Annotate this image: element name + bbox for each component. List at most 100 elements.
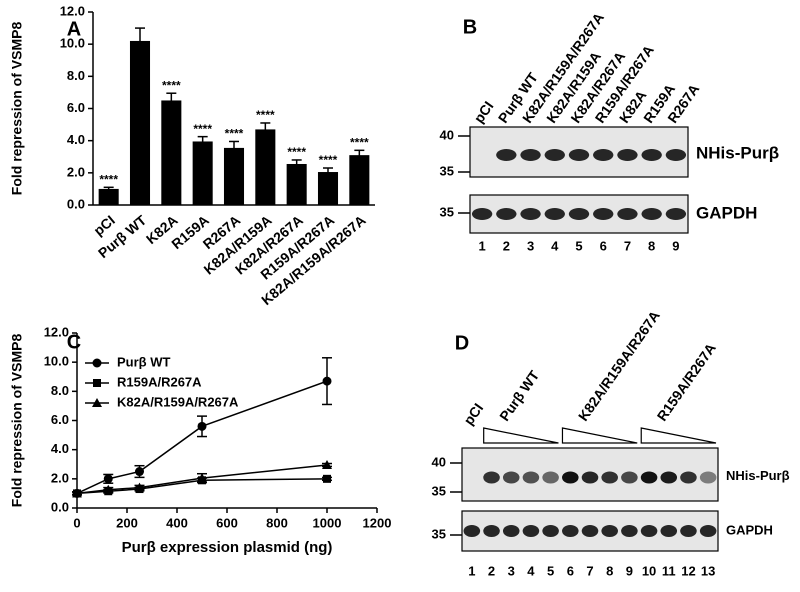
y-tick-label: 12.0 <box>60 3 85 18</box>
marker <box>323 474 331 483</box>
panel-letter: A <box>67 18 81 40</box>
band-label: NHis-Purβ <box>726 468 790 483</box>
y-tick-label: 4.0 <box>51 441 69 456</box>
band <box>593 208 614 220</box>
y-tick-label: 6.0 <box>51 412 69 427</box>
significance-label: **** <box>162 78 181 92</box>
marker <box>72 488 82 498</box>
marker <box>103 484 114 494</box>
panel-letter: C <box>67 331 81 353</box>
dose-wedge <box>483 427 559 444</box>
significance-label: **** <box>99 172 118 186</box>
lane-number: 8 <box>648 238 655 253</box>
band <box>496 208 517 220</box>
band <box>483 471 500 484</box>
band <box>502 525 520 537</box>
significance-label: **** <box>350 135 369 149</box>
band <box>593 149 614 161</box>
bar <box>349 155 370 205</box>
lane-number: 9 <box>672 238 679 253</box>
mw-label: 35 <box>440 163 454 178</box>
y-tick-label: 0.0 <box>67 196 85 211</box>
lane-number: 6 <box>600 238 607 253</box>
significance-label: **** <box>225 127 244 141</box>
band <box>520 149 541 161</box>
bar <box>317 172 339 205</box>
lane-number: 4 <box>527 563 535 578</box>
y-tick-label: 8.0 <box>51 383 69 398</box>
bar <box>129 40 151 206</box>
bar <box>286 163 307 205</box>
y-tick-label: 12.0 <box>44 324 69 339</box>
marker <box>92 358 102 368</box>
band <box>544 208 565 220</box>
lane-number: 13 <box>701 563 715 578</box>
bar <box>255 129 276 205</box>
y-axis-label: Fold repression of VSMP8 <box>9 334 25 508</box>
band <box>699 525 717 537</box>
marker <box>135 467 144 477</box>
x-axis-label: Purβ expression plasmid (ng) <box>122 539 333 556</box>
lane-label: pCI <box>460 400 486 428</box>
band <box>542 471 559 484</box>
panel-letter: D <box>455 332 469 354</box>
band <box>621 471 638 484</box>
marker <box>322 376 332 386</box>
legend-label: Purβ WT <box>117 354 170 369</box>
y-tick-label: 8.0 <box>67 68 85 83</box>
band <box>641 149 662 161</box>
band <box>520 208 541 220</box>
y-tick-label: 2.0 <box>67 164 85 179</box>
lane-number: 2 <box>488 563 495 578</box>
band <box>660 525 678 537</box>
lane-number: 8 <box>606 563 613 578</box>
band <box>640 471 658 484</box>
error-bar <box>260 122 271 137</box>
band <box>641 208 662 220</box>
lane-number: 9 <box>626 563 633 578</box>
lane-number: 6 <box>567 563 574 578</box>
band <box>562 471 579 484</box>
band-label: GAPDH <box>696 203 757 222</box>
lane-number: 7 <box>624 238 631 253</box>
lane-label: Purβ WT <box>496 367 542 424</box>
band <box>542 525 559 537</box>
y-tick-label: 10.0 <box>60 36 85 51</box>
marker <box>197 473 207 483</box>
panel-letter: B <box>463 16 477 38</box>
bar <box>192 141 213 205</box>
error-bar <box>197 135 208 148</box>
band <box>581 471 599 484</box>
mw-label: 35 <box>440 204 454 219</box>
mw-label: 35 <box>432 483 446 498</box>
band <box>463 525 481 537</box>
band <box>568 208 590 220</box>
marker <box>134 482 145 492</box>
lane-number: 5 <box>547 563 554 578</box>
lane-number: 11 <box>662 563 676 578</box>
mw-label: 40 <box>440 127 454 142</box>
band <box>601 471 618 484</box>
x-tick-label: 600 <box>216 515 238 530</box>
error-bar <box>323 167 333 177</box>
x-tick-label: 200 <box>116 515 138 530</box>
marker <box>197 421 207 431</box>
lane-label: K82A/R159A/R267A <box>575 308 663 424</box>
significance-label: **** <box>287 145 306 159</box>
marker <box>322 459 332 469</box>
y-tick-label: 10.0 <box>44 354 69 369</box>
y-tick-label: 4.0 <box>67 132 85 147</box>
band <box>640 525 658 537</box>
error-bar <box>135 27 145 55</box>
band <box>471 208 493 220</box>
band <box>665 149 687 161</box>
marker <box>93 379 101 387</box>
band <box>483 525 500 537</box>
band <box>680 525 697 537</box>
x-tick-label: 1200 <box>363 515 392 530</box>
dose-wedge <box>561 427 638 444</box>
marker <box>92 398 102 407</box>
lane-number: 1 <box>468 563 475 578</box>
x-tick-label: 800 <box>266 515 288 530</box>
lane-number: 1 <box>478 238 485 253</box>
